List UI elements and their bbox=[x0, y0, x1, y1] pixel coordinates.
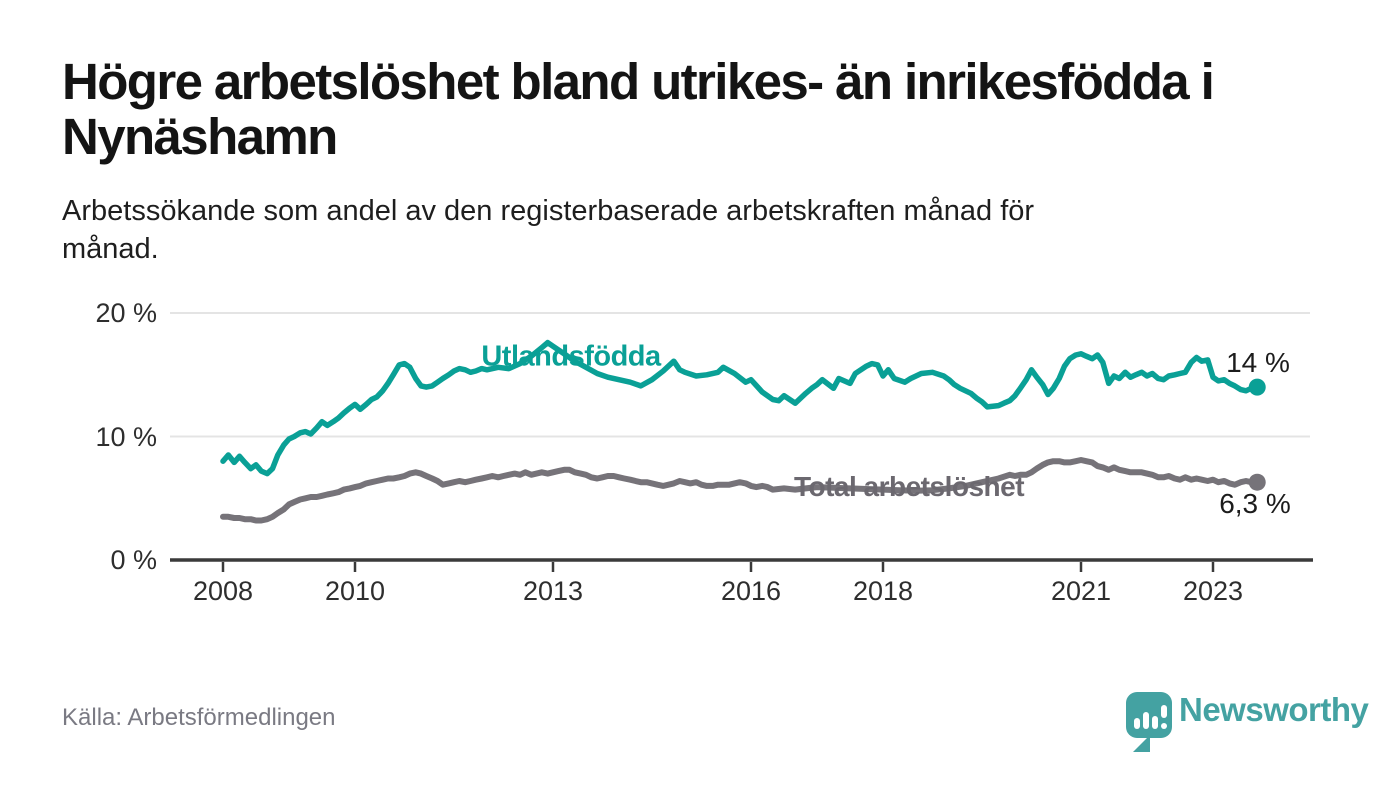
logo-exclamation-dot bbox=[1161, 723, 1167, 729]
series-label-total-arbetsloshet: Total arbetslöshet bbox=[793, 471, 1025, 502]
newsworthy-logo-icon bbox=[1126, 692, 1172, 738]
x-tick-label-2013: 2013 bbox=[522, 576, 584, 606]
logo-bar-1 bbox=[1134, 718, 1140, 729]
total-arbetsloshet-end-dot bbox=[1248, 473, 1266, 491]
y-tick-label-20: 20 % bbox=[95, 298, 157, 328]
page-subtitle-line-1: Arbetssökande som andel av den registerb… bbox=[62, 195, 1035, 227]
x-tick-label-2008: 2008 bbox=[192, 576, 254, 606]
x-tick-label-2016: 2016 bbox=[720, 576, 782, 606]
x-tick-label-2023: 2023 bbox=[1182, 576, 1244, 606]
logo-bar-2 bbox=[1143, 712, 1149, 729]
utlandsfodda-line bbox=[220, 339, 1260, 477]
x-tick-label-2018: 2018 bbox=[852, 576, 914, 606]
end-value-label-total: 6,3 % bbox=[1219, 488, 1291, 519]
x-axis bbox=[170, 558, 1313, 572]
y-tick-label-0: 0 % bbox=[110, 545, 157, 575]
page-title: Högre arbetslöshet bland utrikes- än inr… bbox=[62, 54, 1362, 164]
source-note: Källa: Arbetsförmedlingen bbox=[62, 704, 336, 731]
page-subtitle-line-2: månad. bbox=[62, 233, 159, 265]
logo-speech-tail bbox=[1133, 735, 1150, 752]
gridlines bbox=[170, 312, 1310, 438]
page-title-line-2: Nynäshamn bbox=[62, 108, 338, 165]
logo-exclamation-bar bbox=[1161, 705, 1167, 718]
logo-bar-3 bbox=[1152, 716, 1158, 729]
utlandsfodda-end-dot bbox=[1248, 378, 1266, 396]
x-tick-label-2010: 2010 bbox=[324, 576, 386, 606]
newsworthy-wordmark: Newsworthy bbox=[1179, 691, 1369, 728]
series-label-utlandsfodda: Utlandsfödda bbox=[481, 340, 661, 373]
page-title-line-1: Högre arbetslöshet bland utrikes- än inr… bbox=[62, 53, 1215, 110]
page-subtitle: Arbetssökande som andel av den registerb… bbox=[62, 192, 1282, 268]
y-tick-label-10: 10 % bbox=[95, 422, 157, 452]
end-value-label-utlandsfodda: 14 % bbox=[1226, 347, 1290, 378]
x-tick-label-2021: 2021 bbox=[1050, 576, 1112, 606]
total-arbetsloshet-line bbox=[220, 457, 1261, 524]
